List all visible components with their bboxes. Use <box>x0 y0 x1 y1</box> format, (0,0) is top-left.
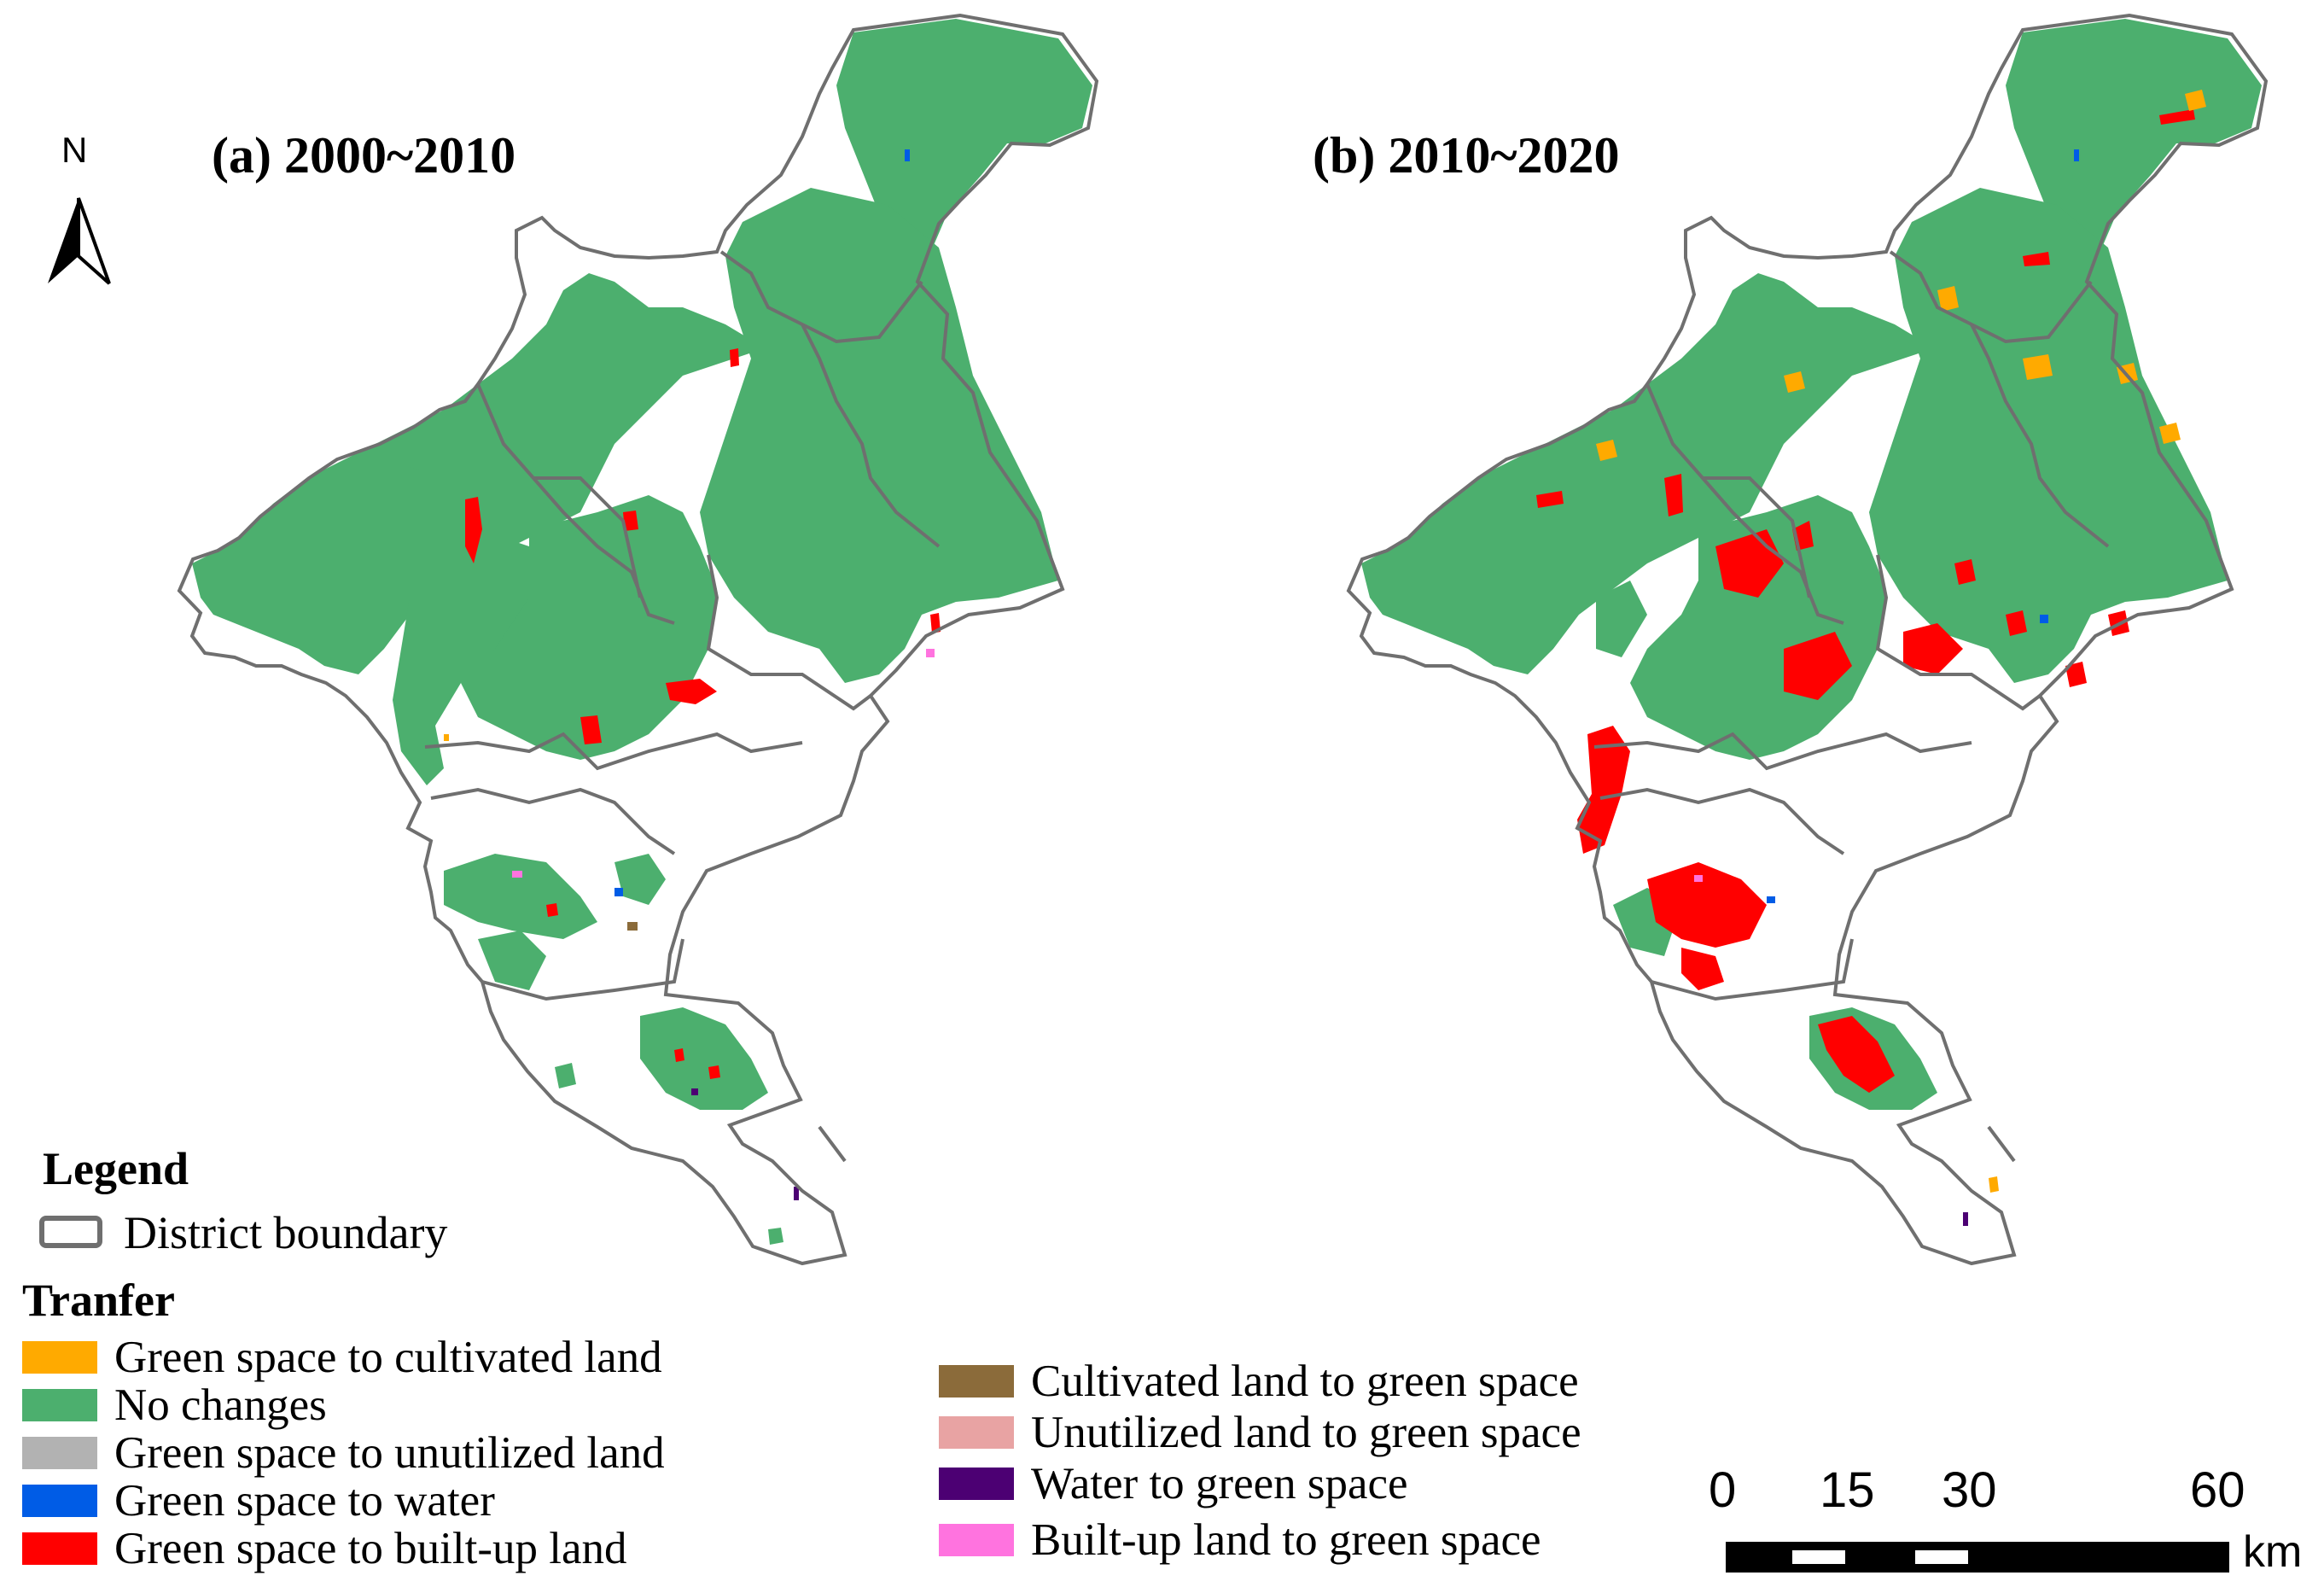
legend-item: Built-up land to green space <box>939 1515 1541 1565</box>
legend-swatch <box>22 1389 97 1421</box>
scale-tick-label: 60 <box>2190 1462 2245 1518</box>
legend-label: Green space to cultivated land <box>114 1333 662 1382</box>
legend-item: Green space to water <box>22 1476 495 1526</box>
legend-label: Built-up land to green space <box>1031 1515 1541 1565</box>
legend-swatch <box>939 1468 1014 1500</box>
panel-b-title: (b) 2010~2020 <box>1313 127 1620 184</box>
built-up-change-patches <box>465 348 941 1079</box>
legend-item: No changes <box>22 1380 327 1430</box>
scale-tick-label: 30 <box>1942 1462 1997 1518</box>
cultivated-change-patches <box>1596 90 2206 1193</box>
no-change-green-areas <box>192 19 1092 1245</box>
scale-tick-label: 15 <box>1820 1462 1875 1518</box>
legend-swatch <box>939 1416 1014 1449</box>
other-change-patches <box>444 149 935 1200</box>
legend-item: Green space to built-up land <box>22 1524 627 1573</box>
legend-label: Cultivated land to green space <box>1031 1357 1579 1406</box>
legend-item: Cultivated land to green space <box>939 1357 1579 1406</box>
legend-item: Water to green space <box>939 1459 1408 1508</box>
legend-label: Green space to built-up land <box>114 1524 627 1573</box>
district-boundary-label: District boundary <box>124 1207 448 1258</box>
district-boundary-swatch <box>39 1216 102 1248</box>
district-boundaries <box>1347 14 2268 1265</box>
legend-swatch <box>22 1341 97 1374</box>
panel-a-title: (a) 2000~2010 <box>212 127 516 184</box>
legend-label: Unutilized land to green space <box>1031 1408 1581 1457</box>
north-label: N <box>61 130 88 170</box>
no-change-green-areas <box>1361 19 2262 1110</box>
scale-unit: km <box>2243 1527 2303 1577</box>
legend-swatch <box>939 1524 1014 1556</box>
legend-title: Legend <box>43 1143 189 1194</box>
built-up-change-patches <box>1536 109 2195 1093</box>
legend-label: Water to green space <box>1031 1459 1408 1508</box>
scale-tick-label: 0 <box>1709 1462 1737 1518</box>
map-panel-2010-2020 <box>1347 14 2268 1265</box>
legend-label: Green space to unutilized land <box>114 1428 665 1478</box>
legend-label: No changes <box>114 1380 327 1430</box>
district-boundaries <box>178 14 1098 1265</box>
legend-swatch <box>22 1532 97 1565</box>
legend-item: Green space to cultivated land <box>22 1333 662 1382</box>
legend-swatch <box>939 1365 1014 1398</box>
legend-item: Unutilized land to green space <box>939 1408 1581 1457</box>
other-change-patches <box>1694 149 2079 1226</box>
legend-swatch <box>22 1437 97 1469</box>
north-arrow-icon <box>48 197 111 285</box>
legend-swatch <box>22 1485 97 1517</box>
scale-bar <box>1726 1542 2229 1573</box>
transfer-title: Tranfer <box>22 1275 175 1326</box>
legend-item: Green space to unutilized land <box>22 1428 665 1478</box>
map-panel-2000-2010 <box>178 14 1098 1265</box>
legend-label: Green space to water <box>114 1476 495 1526</box>
